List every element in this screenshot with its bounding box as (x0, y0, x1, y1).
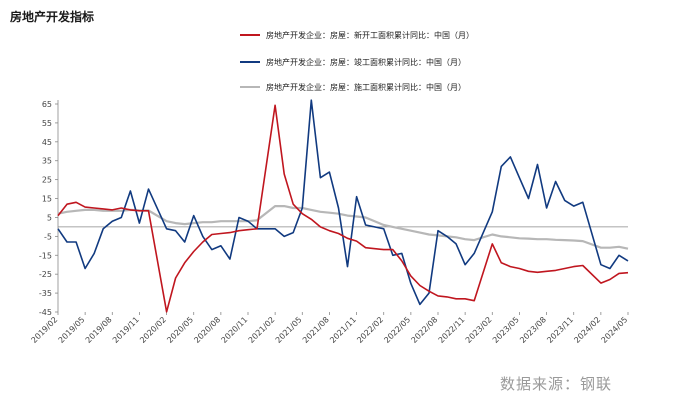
x-tick-label: 2019/02 (30, 315, 60, 345)
x-tick-label: 2023/05 (491, 315, 521, 345)
x-tick-label: 2024/05 (600, 315, 630, 345)
legend-swatch (240, 34, 260, 36)
y-tick-label: 25 (42, 176, 52, 185)
x-tick-label: 2022/02 (355, 315, 385, 345)
y-tick-label: -25 (39, 270, 52, 279)
legend-item-3: 房地产开发企业：房屋：施工面积累计同比：中国（月） (240, 80, 466, 94)
legend-swatch (240, 61, 260, 63)
chart-title: 房地产开发指标 (10, 10, 95, 24)
x-tick-label: 2024/02 (572, 315, 602, 345)
legend-item-1: 房地产开发企业：房屋：新开工面积累计同比：中国（月） (240, 28, 474, 42)
series-line-1 (57, 104, 629, 313)
y-tick-label: -15 (39, 251, 52, 260)
y-tick-label: 35 (42, 157, 52, 166)
source-text: 数据来源：钢联 (500, 375, 613, 393)
x-tick-label: 2020/02 (138, 315, 168, 345)
x-tick-label: 2020/05 (165, 315, 195, 345)
x-tick-label: 2021/08 (301, 315, 331, 345)
x-tick-label: 2019/08 (84, 315, 114, 345)
legend-label: 房地产开发企业：房屋：新开工面积累计同比：中国（月） (266, 30, 474, 40)
x-tick-label: 2020/11 (220, 315, 250, 345)
x-tick-label: 2022/05 (382, 315, 412, 345)
x-tick-label: 2021/05 (274, 315, 304, 345)
y-tick-label: 55 (42, 119, 52, 128)
x-tick-label: 2022/11 (437, 315, 467, 345)
legend-item-2: 房地产开发企业：房屋：竣工面积累计同比：中国（月） (240, 55, 466, 69)
y-tick-label: -35 (39, 289, 52, 298)
y-tick-label: 65 (42, 100, 52, 109)
x-tick-label: 2023/11 (545, 315, 575, 345)
x-tick-label: 2020/08 (192, 315, 222, 345)
y-tick-label: 45 (42, 138, 52, 147)
y-tick-label: -45 (39, 308, 52, 317)
x-tick-label: 2021/11 (328, 315, 358, 345)
x-tick-label: 2022/08 (410, 315, 440, 345)
legend-label: 房地产开发企业：房屋：竣工面积累计同比：中国（月） (266, 57, 466, 67)
legend-label: 房地产开发企业：房屋：施工面积累计同比：中国（月） (266, 82, 466, 92)
x-tick-label: 2021/02 (247, 315, 277, 345)
y-tick-label: 15 (42, 195, 52, 204)
legend-swatch (240, 86, 260, 88)
series-line-2 (57, 99, 629, 306)
y-tick-label: 5 (47, 213, 52, 222)
x-tick-label: 2023/02 (464, 315, 494, 345)
x-tick-label: 2019/11 (111, 315, 141, 345)
y-tick-label: -5 (44, 232, 52, 241)
x-tick-label: 2019/05 (57, 315, 87, 345)
x-tick-label: 2023/08 (518, 315, 548, 345)
